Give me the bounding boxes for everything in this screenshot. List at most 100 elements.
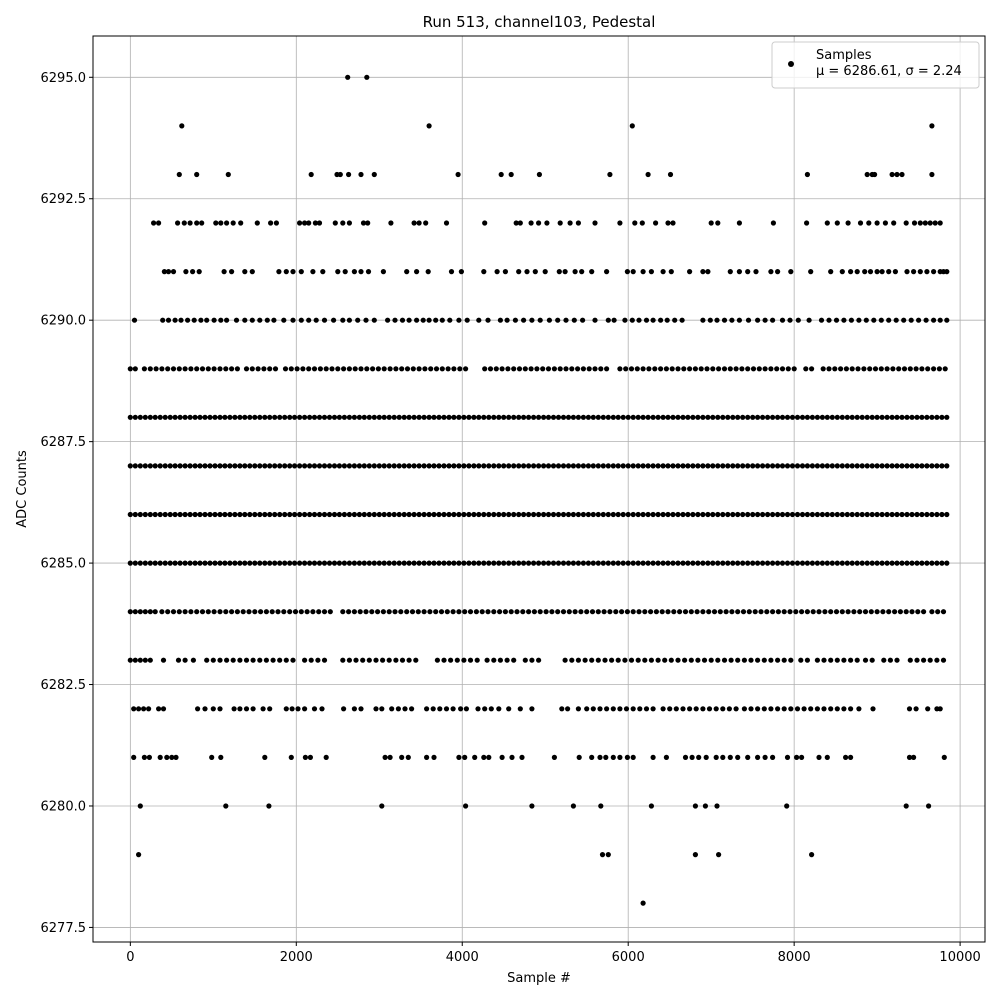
data-point (746, 609, 752, 615)
data-point (433, 609, 439, 615)
data-point (499, 366, 505, 372)
data-point (336, 463, 342, 469)
data-point (698, 366, 704, 372)
data-point (250, 657, 256, 663)
data-point (316, 463, 323, 469)
data-point (496, 414, 502, 420)
data-point (804, 657, 811, 663)
data-point (821, 706, 827, 712)
data-point (471, 511, 477, 518)
data-point (541, 463, 547, 469)
data-point (543, 609, 549, 615)
data-point (506, 706, 512, 712)
data-point (441, 463, 447, 469)
data-point (819, 560, 826, 566)
data-point (524, 269, 530, 275)
data-point (213, 220, 219, 226)
data-point (371, 511, 377, 518)
data-point (335, 269, 341, 275)
data-point (750, 560, 756, 566)
data-point (508, 171, 514, 178)
data-point (834, 560, 840, 566)
data-point (522, 366, 528, 372)
data-point (740, 463, 746, 469)
data-point (730, 463, 736, 469)
data-point (899, 463, 905, 469)
data-point (655, 657, 661, 663)
data-point (297, 560, 303, 566)
data-point (387, 754, 393, 761)
data-point (610, 414, 616, 420)
data-point (680, 706, 686, 712)
data-point (183, 269, 189, 275)
data-point (630, 511, 636, 518)
data-point (604, 366, 610, 372)
data-point (775, 657, 781, 663)
data-point (336, 560, 342, 566)
data-point (167, 511, 173, 518)
data-point (127, 463, 133, 469)
data-point (770, 414, 776, 420)
data-point (341, 414, 347, 420)
data-point (501, 511, 507, 518)
data-point (446, 560, 452, 566)
data-point (894, 414, 900, 420)
data-point (605, 414, 611, 420)
data-point (660, 414, 666, 420)
data-point (745, 414, 751, 420)
data-point (595, 463, 601, 469)
data-point (878, 366, 884, 372)
data-point (735, 754, 741, 761)
data-point (560, 609, 567, 615)
data-point (537, 609, 543, 615)
data-point (306, 317, 312, 323)
data-point (204, 657, 210, 663)
data-point (210, 706, 216, 712)
data-point (336, 414, 342, 420)
data-point (212, 463, 218, 469)
data-point (472, 754, 478, 761)
data-point (660, 560, 666, 566)
data-point (909, 609, 915, 615)
data-point (536, 657, 542, 663)
data-point (884, 366, 890, 372)
data-point (664, 317, 670, 323)
data-point (576, 754, 582, 761)
data-point (615, 560, 621, 566)
data-point (639, 220, 645, 226)
data-point (532, 269, 538, 275)
data-point (476, 463, 482, 469)
data-point (779, 366, 786, 372)
data-point (610, 511, 616, 518)
data-point (177, 463, 183, 469)
data-point (715, 657, 721, 663)
data-point (147, 657, 153, 663)
data-point (466, 511, 472, 518)
data-point (872, 366, 879, 372)
data-point (720, 414, 726, 420)
data-point (204, 317, 210, 323)
data-point (302, 560, 308, 566)
data-point (665, 511, 671, 518)
data-point (292, 414, 298, 420)
data-point (212, 511, 218, 518)
data-point (311, 511, 318, 518)
data-point (818, 317, 825, 323)
data-point (399, 754, 405, 761)
data-point (316, 414, 323, 420)
data-point (750, 366, 757, 372)
data-point (436, 414, 442, 420)
data-point (273, 220, 279, 226)
data-point (501, 560, 507, 566)
data-point (277, 560, 283, 566)
data-point (636, 609, 642, 615)
data-point (402, 706, 408, 712)
data-point (545, 511, 552, 518)
data-point (563, 366, 569, 372)
data-point (635, 657, 641, 663)
data-point (559, 706, 565, 712)
data-point (667, 706, 673, 712)
data-point (321, 657, 328, 663)
data-point (467, 609, 474, 615)
data-point (222, 560, 228, 566)
